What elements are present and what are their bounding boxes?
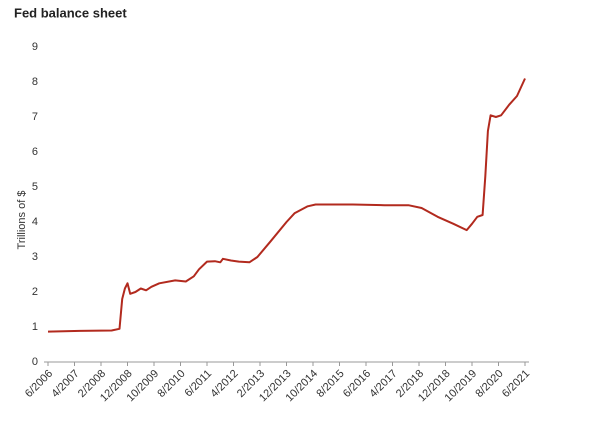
x-tick-label: 6/2016 <box>341 368 373 400</box>
y-tick-label: 5 <box>32 181 38 193</box>
y-tick-label: 1 <box>32 321 38 333</box>
y-tick-label: 7 <box>32 111 38 123</box>
y-axis-label: Trillions of $ <box>16 191 28 250</box>
x-tick-label: 4/2017 <box>367 368 399 400</box>
x-tick-label: 6/2011 <box>182 368 214 400</box>
data-line <box>47 78 526 333</box>
x-tick-label: 8/2015 <box>314 368 346 400</box>
chart-title: Fed balance sheet <box>14 5 127 20</box>
x-tick-label: 4/2007 <box>49 368 81 400</box>
x-tick-label: 6/2021 <box>500 368 532 400</box>
x-tick-label: 8/2020 <box>473 368 505 400</box>
y-tick-label: 2 <box>32 286 38 298</box>
y-tick-label: 9 <box>32 41 38 53</box>
x-tick-label: 8/2010 <box>155 368 187 400</box>
y-tick-label: 8 <box>32 76 38 88</box>
y-tick-label: 3 <box>32 251 38 263</box>
y-tick-label: 6 <box>32 146 38 158</box>
x-tick-label: 4/2012 <box>208 368 240 400</box>
y-tick-label: 4 <box>32 216 38 228</box>
y-tick-label: 0 <box>32 356 38 368</box>
x-tick-label: 6/2006 <box>23 368 55 400</box>
